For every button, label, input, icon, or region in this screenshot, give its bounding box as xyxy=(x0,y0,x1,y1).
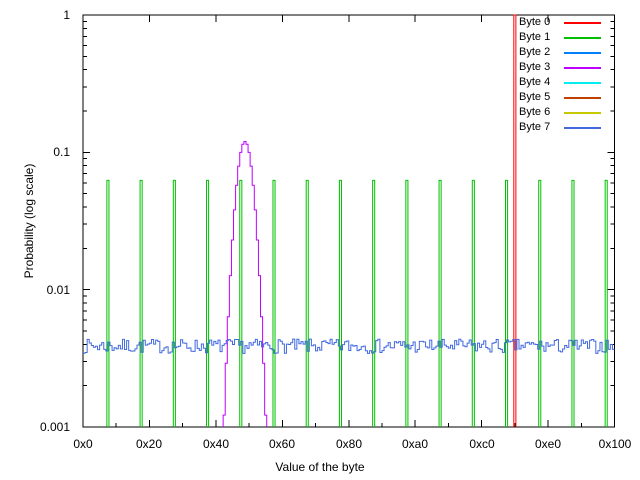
legend-item: Byte 3 xyxy=(519,60,601,75)
legend-label: Byte 2 xyxy=(519,46,551,58)
x-tick-label: 0xa0 xyxy=(401,437,429,451)
x-tick-label: 0x40 xyxy=(202,437,230,451)
legend-item: Byte 0 xyxy=(519,15,601,30)
legend-label: Byte 0 xyxy=(519,16,551,28)
x-axis-label: Value of the byte xyxy=(275,460,365,474)
x-tick-label: 0x100 xyxy=(598,437,632,451)
y-tick-label: 0.1 xyxy=(53,145,70,159)
legend-label: Byte 3 xyxy=(519,61,551,73)
legend-label: Byte 1 xyxy=(519,31,551,43)
legend-item: Byte 5 xyxy=(519,90,601,105)
legend-item: Byte 1 xyxy=(519,30,601,45)
legend-line-sample xyxy=(564,111,601,114)
legend-item: Byte 2 xyxy=(519,45,601,60)
legend-label: Byte 4 xyxy=(519,76,551,88)
y-tick-label: 0.01 xyxy=(46,283,70,297)
x-tick-label: 0x60 xyxy=(268,437,296,451)
x-tick-label: 0xc0 xyxy=(469,437,495,451)
legend: Byte 0 Byte 1 Byte 2 Byte 3 Byte 4 Byte … xyxy=(519,15,601,135)
x-tick-label: 0x0 xyxy=(73,437,93,451)
legend-label: Byte 5 xyxy=(519,91,551,103)
legend-line-sample xyxy=(564,21,601,24)
y-tick-label: 1 xyxy=(63,8,70,22)
legend-label: Byte 7 xyxy=(519,121,551,133)
y-tick-label: 0.001 xyxy=(39,420,70,434)
legend-line-sample xyxy=(564,66,601,69)
legend-item: Byte 7 xyxy=(519,120,601,135)
x-tick-label: 0x80 xyxy=(335,437,363,451)
legend-item: Byte 4 xyxy=(519,75,601,90)
y-axis-label: Probability (log scale) xyxy=(22,163,36,279)
legend-label: Byte 6 xyxy=(519,106,551,118)
legend-line-sample xyxy=(564,51,601,54)
legend-line-sample xyxy=(564,81,601,84)
legend-line-sample xyxy=(564,126,601,129)
legend-line-sample xyxy=(564,96,601,99)
x-tick-label: 0xe0 xyxy=(534,437,562,451)
legend-item: Byte 6 xyxy=(519,105,601,120)
x-tick-label: 0x20 xyxy=(135,437,163,451)
legend-line-sample xyxy=(564,36,601,39)
